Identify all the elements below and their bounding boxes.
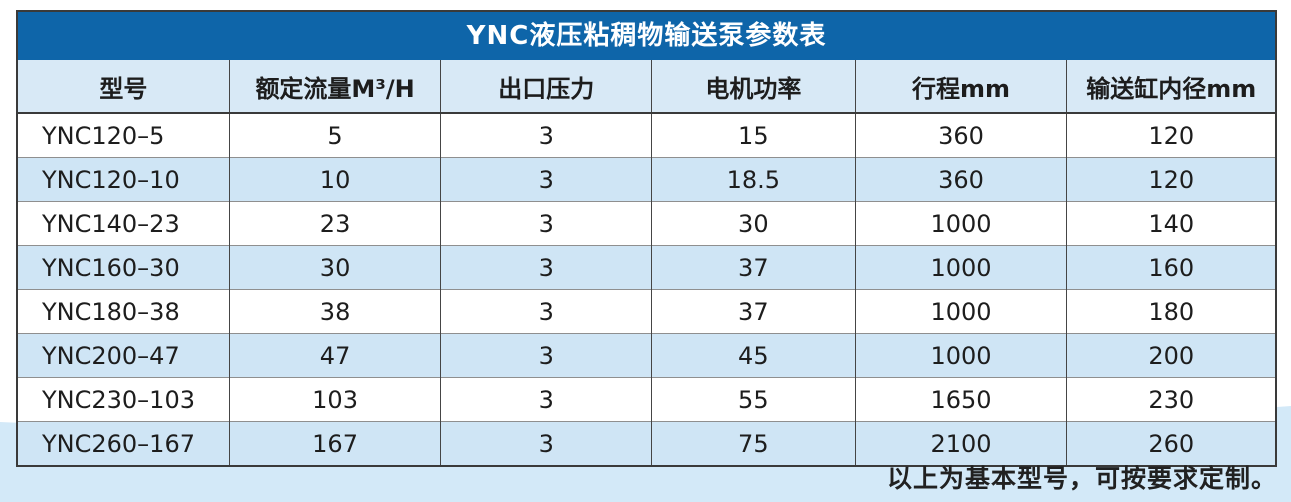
value-cell: 103 (228, 377, 441, 422)
value-cell: 75 (651, 421, 856, 465)
value-cell: 1000 (854, 333, 1067, 378)
model-cell: YNC180–38 (18, 289, 230, 334)
model-cell: YNC120–5 (18, 113, 230, 158)
table-row: YNC200–47 47 3 45 1000 200 (18, 333, 1275, 378)
value-cell: 5 (228, 113, 441, 158)
value-cell: 3 (440, 333, 652, 378)
value-cell: 38 (228, 289, 441, 334)
column-header: 出口压力 (440, 60, 652, 114)
pump-parameter-table: YNC液压粘稠物输送泵参数表 型号 额定流量M³/H 出口压力 电机功率 行程mm 输送缸… (16, 10, 1277, 467)
value-cell: 10 (228, 157, 441, 202)
value-cell: 3 (440, 113, 652, 158)
model-cell: YNC260–167 (18, 421, 230, 465)
table-title: YNC液压粘稠物输送泵参数表 (18, 12, 1275, 60)
value-cell: 23 (228, 201, 441, 246)
value-cell: 37 (651, 289, 856, 334)
value-cell: 1000 (854, 289, 1067, 334)
value-cell: 2100 (854, 421, 1067, 465)
table-row: YNC260–167 167 3 75 2100 260 (18, 421, 1275, 465)
value-cell: 167 (228, 421, 441, 465)
value-cell: 3 (440, 289, 652, 334)
column-header: 电机功率 (651, 60, 856, 114)
model-cell: YNC140–23 (18, 201, 230, 246)
value-cell: 55 (651, 377, 856, 422)
table-row: YNC180–38 38 3 37 1000 180 (18, 289, 1275, 334)
value-cell: 3 (440, 245, 652, 290)
column-header: 输送缸内径mm (1066, 60, 1275, 114)
model-cell: YNC200–47 (18, 333, 230, 378)
value-cell: 120 (1066, 157, 1275, 202)
value-cell: 180 (1066, 289, 1275, 334)
value-cell: 360 (854, 113, 1067, 158)
value-cell: 140 (1066, 201, 1275, 246)
table-body: YNC120–5 5 3 15 360 120 YNC120–10 10 3 18.5 360 120… (18, 113, 1275, 465)
value-cell: 3 (440, 157, 652, 202)
value-cell: 3 (440, 201, 652, 246)
value-cell: 3 (440, 421, 652, 465)
spec-table: 型号 额定流量M³/H 出口压力 电机功率 行程mm 输送缸内径mm YNC120–5 5 3… (18, 60, 1275, 465)
value-cell: 30 (651, 201, 856, 246)
value-cell: 200 (1066, 333, 1275, 378)
value-cell: 160 (1066, 245, 1275, 290)
model-cell: YNC120–10 (18, 157, 230, 202)
footer-note: 以上为基本型号，可按要求定制。 (886, 464, 1277, 493)
value-cell: 260 (1066, 421, 1275, 465)
value-cell: 1000 (854, 245, 1067, 290)
column-header: 额定流量M³/H (228, 60, 441, 114)
value-cell: 45 (651, 333, 856, 378)
value-cell: 37 (651, 245, 856, 290)
value-cell: 47 (228, 333, 441, 378)
column-header: 型号 (18, 60, 230, 114)
table-header: 型号 额定流量M³/H 出口压力 电机功率 行程mm 输送缸内径mm (18, 60, 1275, 114)
table-row: YNC230–103 103 3 55 1650 230 (18, 377, 1275, 422)
value-cell: 120 (1066, 113, 1275, 158)
value-cell: 230 (1066, 377, 1275, 422)
value-cell: 1650 (854, 377, 1067, 422)
table-row: YNC140–23 23 3 30 1000 140 (18, 201, 1275, 246)
model-cell: YNC160–30 (18, 245, 230, 290)
value-cell: 15 (651, 113, 856, 158)
model-cell: YNC230–103 (18, 377, 230, 422)
table-row: YNC120–10 10 3 18.5 360 120 (18, 157, 1275, 202)
column-header: 行程mm (854, 60, 1067, 114)
value-cell: 30 (228, 245, 441, 290)
value-cell: 360 (854, 157, 1067, 202)
table-row: YNC120–5 5 3 15 360 120 (18, 113, 1275, 158)
value-cell: 1000 (854, 201, 1067, 246)
table-row: YNC160–30 30 3 37 1000 160 (18, 245, 1275, 290)
value-cell: 3 (440, 377, 652, 422)
value-cell: 18.5 (651, 157, 856, 202)
header-row: 型号 额定流量M³/H 出口压力 电机功率 行程mm 输送缸内径mm (18, 60, 1275, 114)
